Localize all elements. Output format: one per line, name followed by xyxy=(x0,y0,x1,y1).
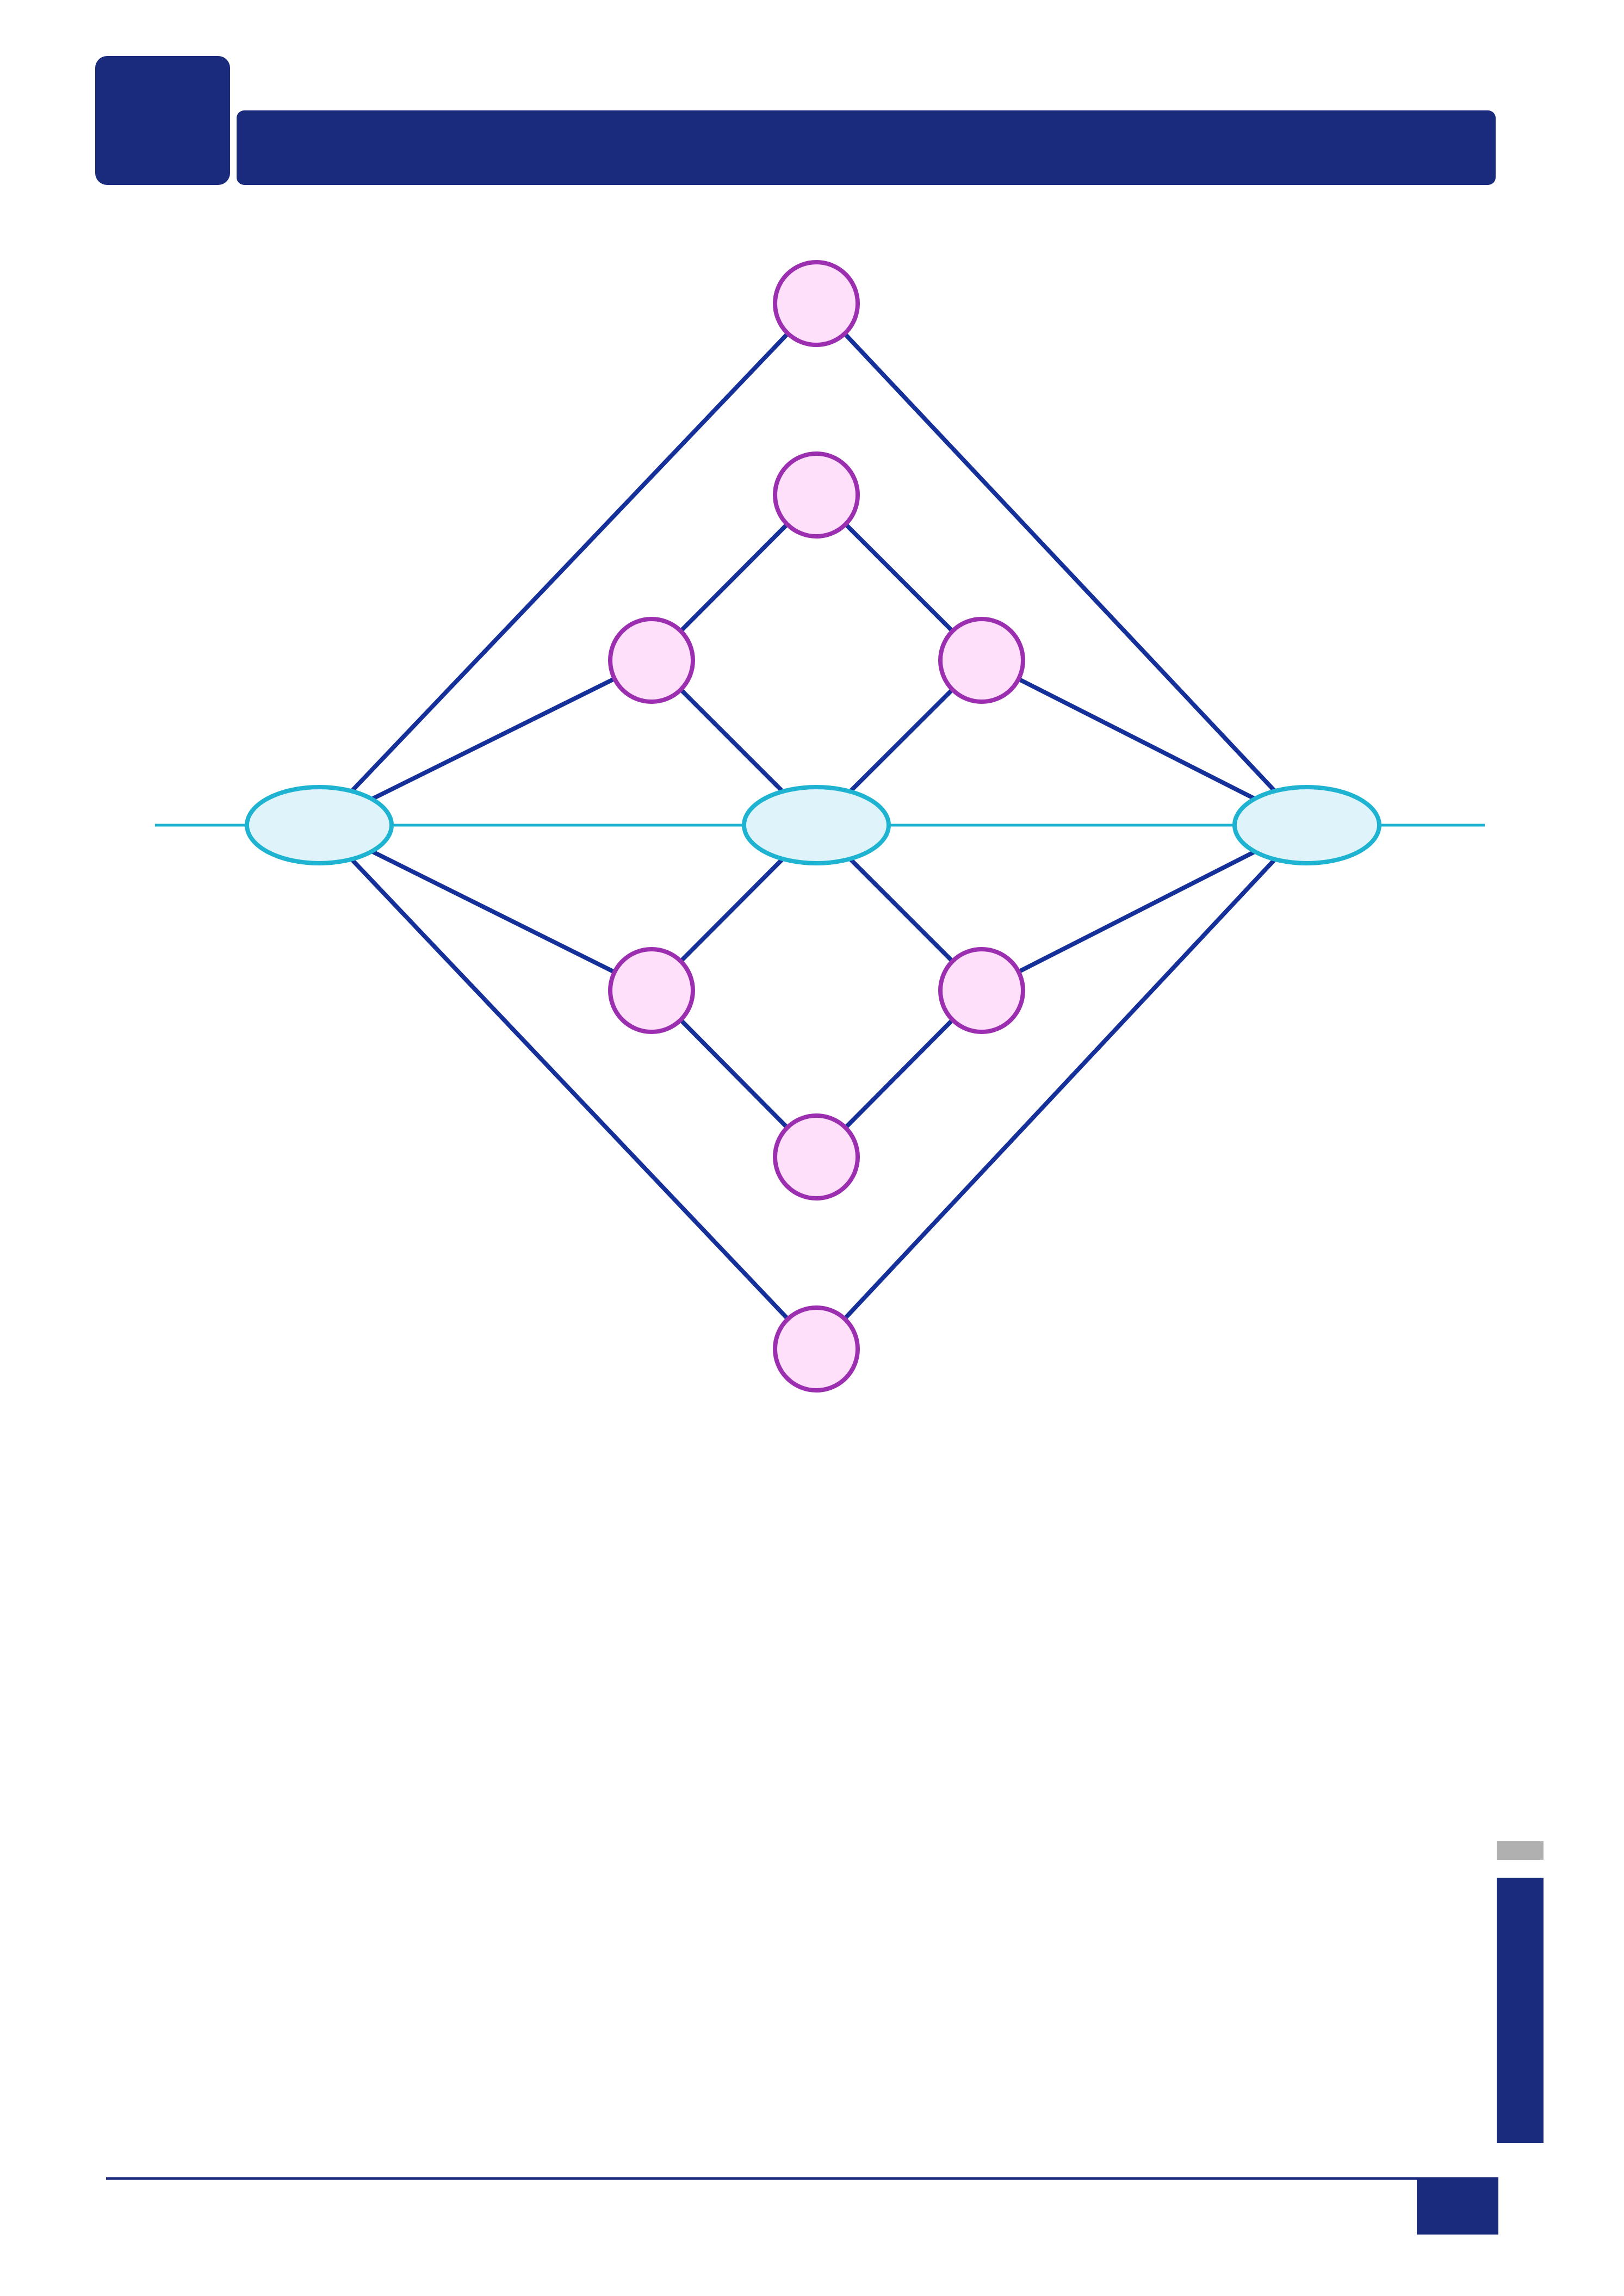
header-band xyxy=(95,56,1496,188)
node-top-inner xyxy=(773,451,860,539)
hub-center xyxy=(742,785,891,865)
node-upper-left xyxy=(608,617,695,704)
hub-left xyxy=(245,785,394,865)
header-tab-square xyxy=(95,56,230,185)
edge-node-bottom-outer-hub-right xyxy=(814,823,1309,1351)
hub-right xyxy=(1232,785,1381,865)
edge-hub-left-node-lower-left xyxy=(317,823,654,993)
side-marker-bar xyxy=(1497,1878,1544,2143)
node-lower-left xyxy=(608,947,695,1034)
node-lower-right xyxy=(938,947,1025,1034)
header-bar xyxy=(237,110,1496,185)
edge-node-top-outer-hub-right xyxy=(814,301,1309,827)
network-diagram xyxy=(155,260,1485,1393)
node-bottom-inner xyxy=(773,1113,860,1200)
node-bottom-outer xyxy=(773,1305,860,1393)
edge-hub-left-node-bottom-outer xyxy=(317,823,819,1351)
diagram-nodes xyxy=(245,260,1381,1393)
edge-hub-left-node-upper-left xyxy=(317,658,654,827)
edge-hub-left-node-top-outer xyxy=(317,301,819,827)
node-top-outer xyxy=(773,260,860,347)
node-upper-right xyxy=(938,617,1025,704)
side-marker-grey xyxy=(1497,1841,1544,1860)
page-number-box xyxy=(1417,2179,1498,2235)
